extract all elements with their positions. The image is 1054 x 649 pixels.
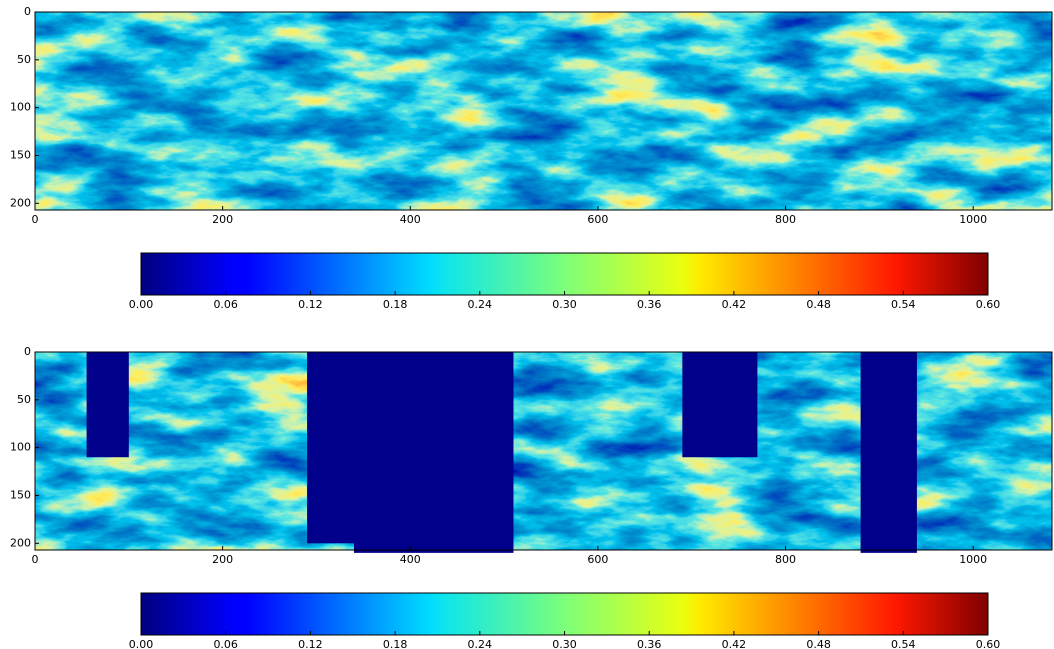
masked-region — [861, 352, 917, 553]
x-tick-label: 800 — [775, 213, 796, 226]
colorbar-tick-label: 0.36 — [637, 298, 662, 311]
x-tick-label: 200 — [212, 213, 233, 226]
y-tick-label: 50 — [17, 53, 31, 66]
colorbar-tick-label: 0.48 — [806, 298, 831, 311]
x-tick-label: 0 — [32, 213, 39, 226]
figure: 020040060080010000501001502000.000.060.1… — [0, 0, 1054, 649]
colorbar-tick-label: 0.00 — [129, 638, 154, 649]
colorbar-tick-label: 0.12 — [298, 638, 323, 649]
colorbar-tick-label: 0.18 — [383, 298, 408, 311]
masked-region — [354, 352, 513, 553]
x-tick-label: 600 — [587, 553, 608, 566]
colorbar — [141, 253, 988, 295]
y-tick-label: 100 — [10, 101, 31, 114]
y-tick-label: 0 — [24, 5, 31, 18]
y-tick-label: 150 — [10, 148, 31, 161]
colorbar-tick-label: 0.24 — [468, 638, 493, 649]
x-tick-label: 400 — [400, 553, 421, 566]
y-tick-label: 50 — [17, 393, 31, 406]
colorbar-tick-label: 0.54 — [891, 298, 916, 311]
x-tick-label: 1000 — [959, 213, 987, 226]
heatmap-image — [35, 12, 1052, 210]
x-tick-label: 800 — [775, 553, 796, 566]
x-tick-label: 0 — [32, 553, 39, 566]
y-tick-label: 0 — [24, 345, 31, 358]
colorbar-tick-label: 0.42 — [722, 298, 747, 311]
x-tick-label: 400 — [400, 213, 421, 226]
y-tick-label: 150 — [10, 488, 31, 501]
colorbar-tick-label: 0.00 — [129, 298, 154, 311]
colorbar-tick-label: 0.60 — [976, 638, 1001, 649]
colorbar-tick-label: 0.06 — [213, 638, 238, 649]
colorbar-tick-label: 0.42 — [722, 638, 747, 649]
y-tick-label: 100 — [10, 441, 31, 454]
x-tick-label: 600 — [587, 213, 608, 226]
colorbar-tick-label: 0.60 — [976, 298, 1001, 311]
masked-region — [682, 352, 757, 457]
colorbar-tick-label: 0.36 — [637, 638, 662, 649]
colorbar-tick-label: 0.54 — [891, 638, 916, 649]
masked-region — [87, 352, 129, 457]
colorbar-tick-label: 0.30 — [552, 298, 577, 311]
colorbar-tick-label: 0.30 — [552, 638, 577, 649]
colorbar-tick-label: 0.18 — [383, 638, 408, 649]
x-tick-label: 200 — [212, 553, 233, 566]
colorbar-tick-label: 0.12 — [298, 298, 323, 311]
colorbar-tick-label: 0.24 — [468, 298, 493, 311]
colorbar — [141, 593, 988, 635]
colorbar-tick-label: 0.48 — [806, 638, 831, 649]
x-tick-label: 1000 — [959, 553, 987, 566]
y-tick-label: 200 — [10, 536, 31, 549]
colorbar-tick-label: 0.06 — [213, 298, 238, 311]
y-tick-label: 200 — [10, 196, 31, 209]
